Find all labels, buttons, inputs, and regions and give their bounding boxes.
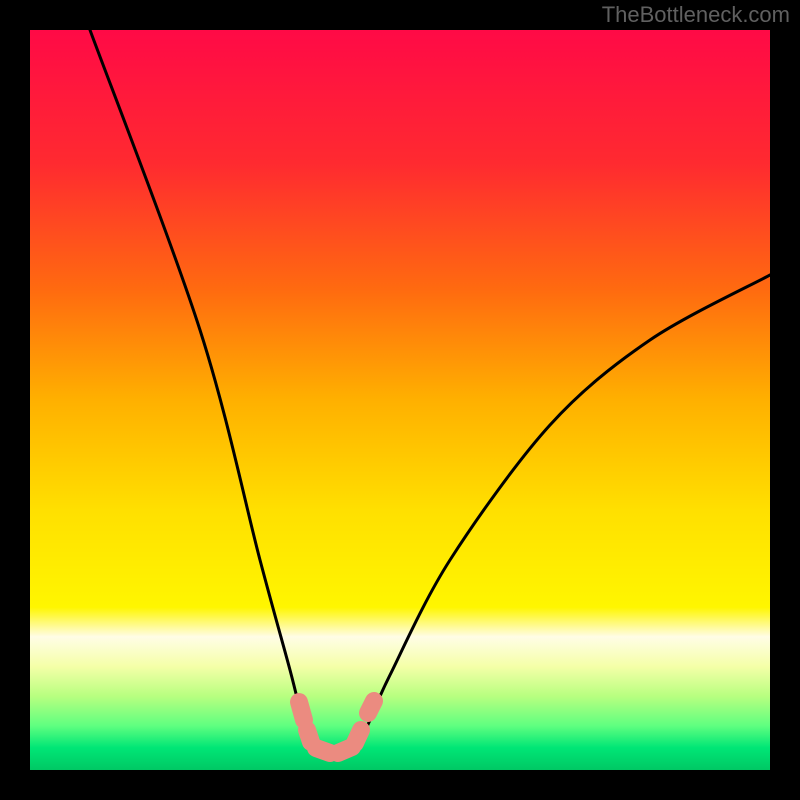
trough-marker-segment: [307, 730, 311, 742]
trough-marker-segment: [316, 748, 330, 753]
bottleneck-chart: [0, 0, 800, 800]
watermark-text: TheBottleneck.com: [602, 2, 790, 28]
trough-marker-segment: [368, 701, 374, 713]
trough-marker-segment: [355, 730, 361, 743]
chart-frame: TheBottleneck.com: [0, 0, 800, 800]
plot-background: [30, 30, 770, 770]
trough-marker-segment: [299, 702, 304, 720]
